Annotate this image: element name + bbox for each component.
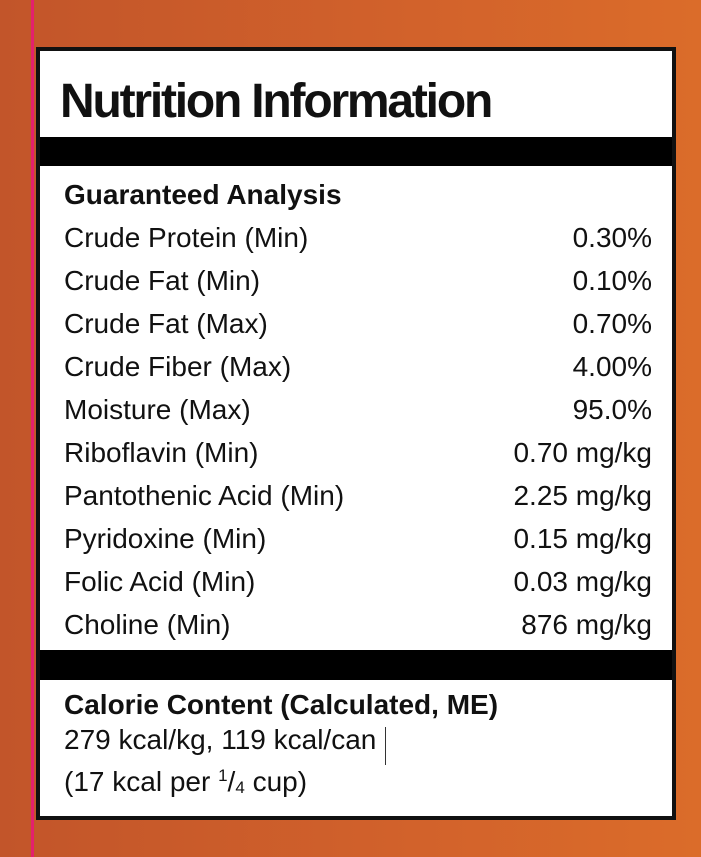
nutrient-name: Crude Fat (Max) bbox=[64, 308, 268, 339]
nutrient-value: 0.70 mg/kg bbox=[513, 437, 652, 468]
section-heading: Guaranteed Analysis bbox=[64, 179, 342, 210]
nutrient-value: 0.03 mg/kg bbox=[513, 566, 652, 597]
nutrient-name: Crude Fiber (Max) bbox=[64, 351, 292, 382]
nutrient-name: Moisture (Max) bbox=[64, 394, 251, 425]
nutrition-panel: Nutrition Information Guaranteed Analysi… bbox=[36, 47, 676, 820]
calorie-line: 279 kcal/kg, 119 kcal/can bbox=[64, 724, 377, 755]
slash: / bbox=[227, 766, 236, 797]
nutrient-value: 95.0% bbox=[572, 394, 652, 425]
denominator: 4 bbox=[235, 778, 245, 797]
divider-bar bbox=[40, 137, 672, 166]
nutrient-name: Folic Acid (Min) bbox=[64, 566, 256, 597]
calorie-line: (17 kcal per 1/4 cup) bbox=[64, 760, 307, 804]
nutrient-value: 4.00% bbox=[572, 351, 652, 382]
nutrient-name: Crude Fat (Min) bbox=[64, 265, 261, 296]
text: (17 kcal per bbox=[64, 766, 219, 797]
nutrient-value: 876 mg/kg bbox=[521, 609, 652, 640]
nutrient-name: Choline (Min) bbox=[64, 609, 231, 640]
nutrient-value: 2.25 mg/kg bbox=[513, 480, 652, 511]
title: Nutrition Information bbox=[60, 75, 493, 128]
edge-stripe bbox=[31, 0, 34, 857]
nutrient-value: 0.10% bbox=[572, 265, 652, 296]
divider-bar bbox=[40, 650, 672, 680]
section-heading: Calorie Content (Calculated, ME) bbox=[64, 689, 499, 720]
numerator: 1 bbox=[218, 766, 228, 785]
nutrient-name: Pyridoxine (Min) bbox=[64, 523, 267, 554]
nutrient-name: Pantothenic Acid (Min) bbox=[64, 480, 345, 511]
text: cup) bbox=[244, 766, 308, 797]
nutrient-value: 0.70% bbox=[572, 308, 652, 339]
cursor bbox=[385, 727, 386, 765]
nutrient-name: Riboflavin (Min) bbox=[64, 437, 259, 468]
nutrient-value: 0.15 mg/kg bbox=[513, 523, 652, 554]
nutrient-name: Crude Protein (Min) bbox=[64, 222, 309, 253]
nutrient-value: 0.30% bbox=[572, 222, 652, 253]
